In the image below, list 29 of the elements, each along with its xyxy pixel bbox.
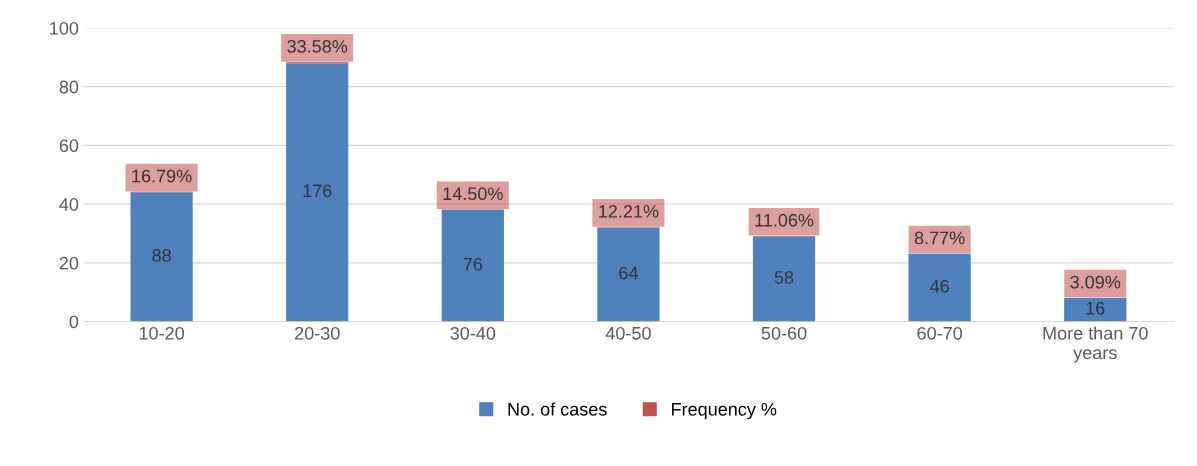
annotation: 8.77% [914,231,965,245]
annotation: 58 [774,271,794,284]
x-tick-label: 60-70 [917,326,963,340]
y-tick-label: 100 [50,21,79,35]
y-tick-label: 80 [59,80,79,94]
annotation: 46 [930,279,949,293]
x-tick-label: 50-60 [761,326,807,340]
x-tick-label: 20-30 [295,326,340,340]
annotation: 3.09% [1070,275,1121,289]
legend-label: Frequency % [672,402,777,420]
annotation: 12.21% [599,205,659,218]
annotation: 88 [152,249,171,262]
y-tick-label: 40 [59,198,79,211]
legend-label: No. of cases [508,402,607,416]
annotation: 16 [1086,301,1105,315]
y-tick-label: 60 [59,139,79,153]
y-tick-label: 0 [69,315,79,329]
x-tick-label: 30-40 [450,326,496,340]
annotation: 14.50% [443,187,503,201]
annotation: 33.58% [287,39,348,53]
x-tick-label: 40-50 [605,326,651,340]
annotation: 76 [463,257,483,271]
annotation: 176 [303,184,332,198]
x-tick-label: 10-20 [139,326,184,340]
annotation: 64 [619,266,638,280]
annotation: 11.06% [755,213,814,227]
annotation: 16.79% [132,169,192,183]
x-tick-label: More than 70 years [1043,326,1148,363]
y-tick-label: 20 [59,256,79,270]
